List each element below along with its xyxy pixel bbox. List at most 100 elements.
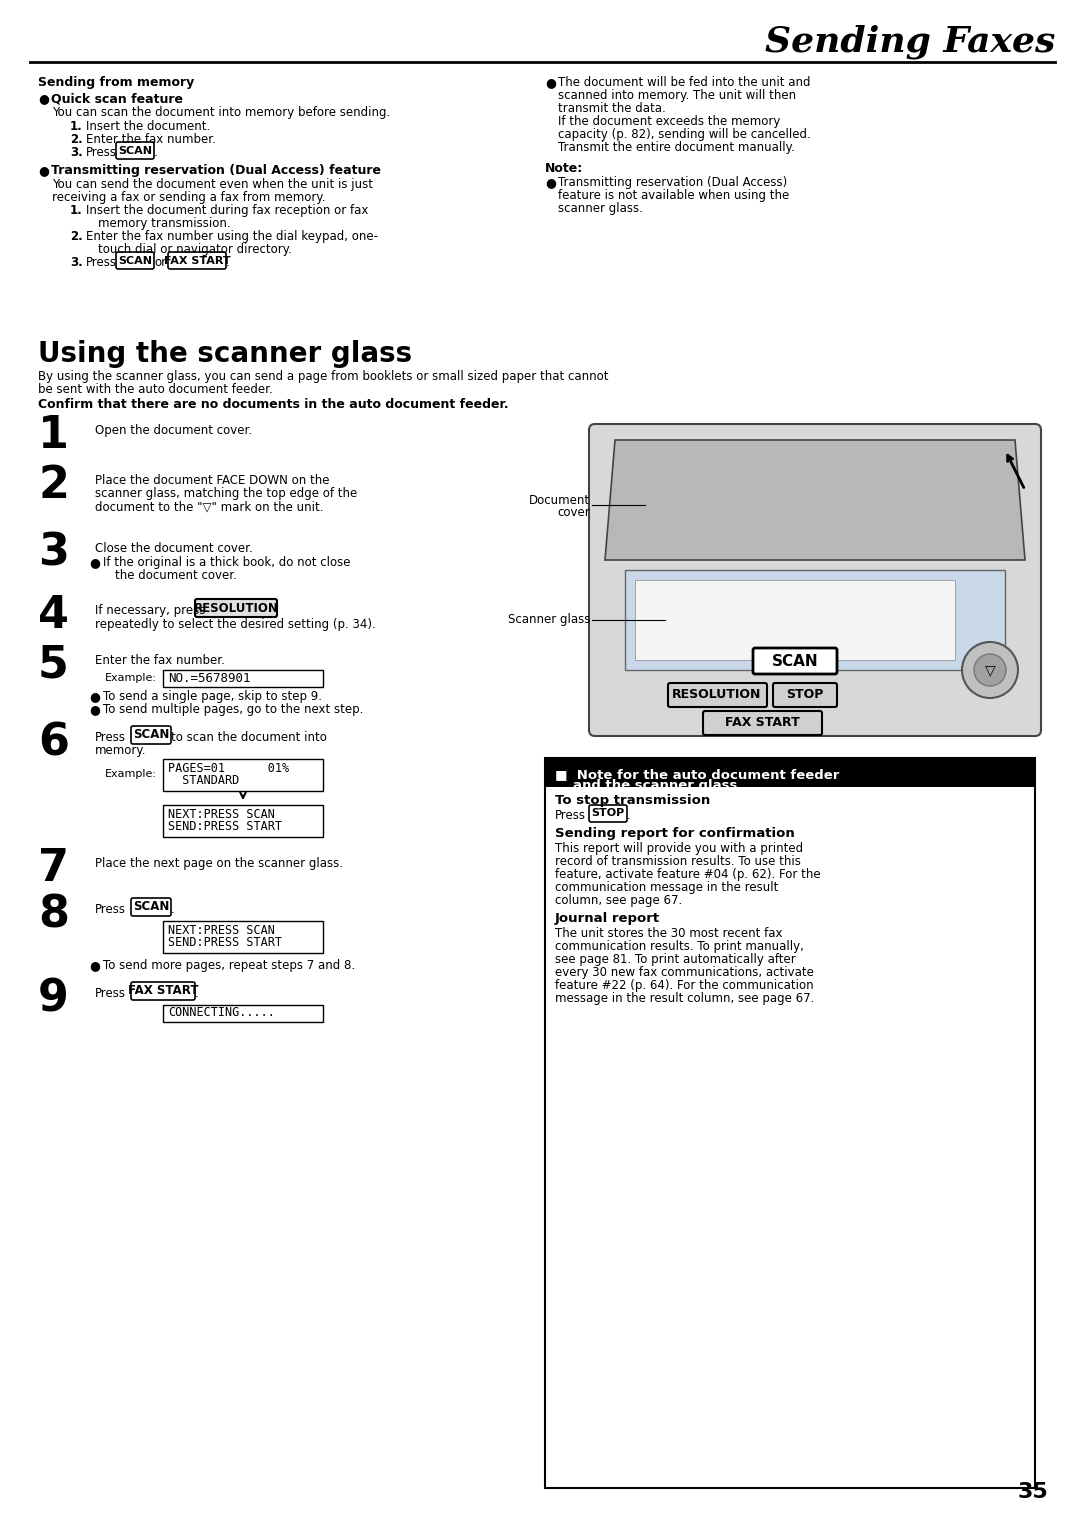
Text: SCAN: SCAN [133, 900, 170, 914]
Text: 1.: 1. [70, 121, 83, 133]
Text: scanner glass, matching the top edge of the: scanner glass, matching the top edge of … [95, 487, 357, 501]
FancyBboxPatch shape [589, 424, 1041, 736]
FancyBboxPatch shape [131, 726, 171, 745]
Text: To send multiple pages, go to the next step.: To send multiple pages, go to the next s… [103, 703, 363, 716]
Text: Press: Press [95, 987, 126, 1000]
Text: This report will provide you with a printed: This report will provide you with a prin… [555, 842, 804, 855]
Text: If the document exceeds the memory: If the document exceeds the memory [558, 114, 781, 128]
Text: 5: 5 [38, 644, 69, 687]
Text: If necessary, press: If necessary, press [95, 604, 205, 617]
Text: SCAN: SCAN [772, 653, 819, 668]
Text: the document cover.: the document cover. [114, 569, 237, 581]
FancyBboxPatch shape [753, 649, 837, 674]
Text: ●: ● [38, 163, 49, 177]
Text: 2.: 2. [70, 133, 83, 146]
Text: Place the next page on the scanner glass.: Place the next page on the scanner glass… [95, 858, 343, 870]
Text: Transmitting reservation (Dual Access): Transmitting reservation (Dual Access) [558, 175, 787, 189]
Text: NO.=5678901: NO.=5678901 [168, 671, 251, 685]
Text: 9: 9 [38, 977, 69, 1019]
Text: The document will be fed into the unit and: The document will be fed into the unit a… [558, 76, 810, 89]
Text: 1.: 1. [70, 204, 83, 217]
Text: feature, activate feature #04 (p. 62). For the: feature, activate feature #04 (p. 62). F… [555, 868, 821, 881]
Text: Confirm that there are no documents in the auto document feeder.: Confirm that there are no documents in t… [38, 398, 509, 410]
Text: Close the document cover.: Close the document cover. [95, 542, 253, 555]
Circle shape [962, 642, 1018, 697]
Text: Enter the fax number using the dial keypad, one-: Enter the fax number using the dial keyp… [86, 230, 378, 243]
Text: feature is not available when using the: feature is not available when using the [558, 189, 789, 201]
Text: every 30 new fax communications, activate: every 30 new fax communications, activat… [555, 966, 814, 980]
Text: 3.: 3. [70, 146, 83, 159]
Text: Press: Press [86, 256, 117, 269]
Text: By using the scanner glass, you can send a page from booklets or small sized pap: By using the scanner glass, you can send… [38, 369, 608, 383]
FancyBboxPatch shape [116, 252, 154, 269]
Text: SCAN: SCAN [133, 728, 170, 742]
Text: cover: cover [557, 505, 590, 519]
Text: FAX START: FAX START [725, 717, 799, 729]
Text: FAX START: FAX START [164, 255, 230, 266]
Text: RESOLUTION: RESOLUTION [193, 601, 279, 615]
Text: NEXT:PRESS SCAN: NEXT:PRESS SCAN [168, 807, 275, 821]
Text: 7: 7 [38, 847, 69, 890]
Text: 35: 35 [1017, 1482, 1048, 1502]
FancyBboxPatch shape [589, 806, 627, 823]
Text: Press: Press [555, 809, 586, 823]
Text: and the scanner glass: and the scanner glass [573, 778, 738, 792]
Text: Transmit the entire document manually.: Transmit the entire document manually. [558, 140, 795, 154]
Text: document to the "▽" mark on the unit.: document to the "▽" mark on the unit. [95, 501, 324, 513]
Text: PAGES=01      01%: PAGES=01 01% [168, 761, 289, 775]
Text: Sending from memory: Sending from memory [38, 76, 194, 89]
FancyBboxPatch shape [669, 684, 767, 707]
Text: Note:: Note: [545, 162, 583, 175]
Circle shape [974, 655, 1005, 687]
Text: To stop transmission: To stop transmission [555, 794, 711, 807]
Text: SEND:PRESS START: SEND:PRESS START [168, 937, 282, 949]
FancyBboxPatch shape [168, 252, 226, 269]
Text: capacity (p. 82), sending will be cancelled.: capacity (p. 82), sending will be cancel… [558, 128, 811, 140]
Text: ●: ● [545, 175, 556, 189]
Bar [635, 580, 955, 661]
Text: Scanner glass: Scanner glass [508, 613, 590, 627]
Text: SEND:PRESS START: SEND:PRESS START [168, 821, 282, 833]
Text: record of transmission results. To use this: record of transmission results. To use t… [555, 855, 801, 868]
Text: Transmitting reservation (Dual Access) feature: Transmitting reservation (Dual Access) f… [51, 163, 381, 177]
Text: Sending report for confirmation: Sending report for confirmation [555, 827, 795, 839]
Text: RESOLUTION: RESOLUTION [673, 688, 761, 702]
Text: communication results. To print manually,: communication results. To print manually… [555, 940, 804, 954]
Text: To send a single page, skip to step 9.: To send a single page, skip to step 9. [103, 690, 322, 703]
FancyBboxPatch shape [116, 142, 154, 159]
FancyBboxPatch shape [703, 711, 822, 736]
Text: repeatedly to select the desired setting (p. 34).: repeatedly to select the desired setting… [95, 618, 376, 630]
FancyBboxPatch shape [773, 684, 837, 707]
Bar [163, 670, 323, 687]
Text: Using the scanner glass: Using the scanner glass [38, 340, 413, 368]
Text: 8: 8 [38, 893, 69, 935]
Text: Press: Press [95, 903, 126, 916]
Text: .: . [195, 987, 199, 1000]
Bar [545, 758, 1035, 1488]
Text: The unit stores the 30 most recent fax: The unit stores the 30 most recent fax [555, 926, 783, 940]
Text: .: . [226, 256, 230, 269]
Text: STOP: STOP [786, 688, 824, 702]
Text: 4: 4 [38, 594, 69, 636]
Text: STANDARD: STANDARD [168, 775, 240, 787]
Text: touch dial or navigator directory.: touch dial or navigator directory. [98, 243, 292, 256]
Text: .: . [154, 146, 158, 159]
Text: ●: ● [89, 555, 99, 569]
Text: 2.: 2. [70, 230, 83, 243]
Text: To send more pages, repeat steps 7 and 8.: To send more pages, repeat steps 7 and 8… [103, 958, 355, 972]
Polygon shape [605, 439, 1025, 560]
Text: CONNECTING.....: CONNECTING..... [168, 1007, 275, 1019]
Text: see page 81. To print automatically after: see page 81. To print automatically afte… [555, 954, 796, 966]
Text: .: . [171, 903, 175, 916]
Text: memory transmission.: memory transmission. [98, 217, 231, 230]
Text: transmit the data.: transmit the data. [558, 102, 665, 114]
Bar [163, 922, 323, 954]
Text: Place the document FACE DOWN on the: Place the document FACE DOWN on the [95, 475, 329, 487]
Bar [625, 571, 1005, 670]
FancyBboxPatch shape [131, 897, 171, 916]
Text: 2: 2 [38, 464, 69, 507]
Text: memory.: memory. [95, 745, 147, 757]
Text: .: . [627, 809, 631, 823]
Text: Press: Press [95, 731, 126, 745]
Text: receiving a fax or sending a fax from memory.: receiving a fax or sending a fax from me… [52, 191, 325, 204]
